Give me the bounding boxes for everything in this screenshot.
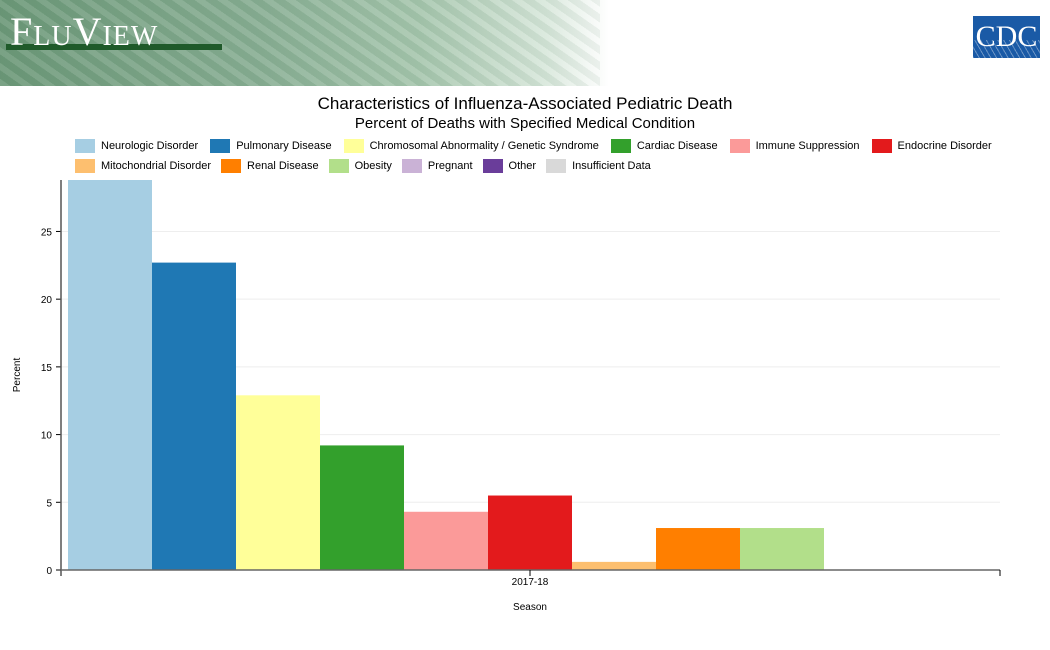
legend-row-2: Mitochondrial Disorder Renal Disease Obesi… [75, 159, 661, 173]
legend-label: Pulmonary Disease [236, 140, 332, 152]
banner-texture [0, 0, 600, 86]
legend-item[interactable]: Mitochondrial Disorder [75, 159, 211, 173]
chart-title: Characteristics of Influenza-Associated … [317, 94, 733, 113]
legend-label: Endocrine Disorder [897, 140, 992, 152]
legend-swatch [75, 159, 95, 173]
legend-item[interactable]: Pregnant [401, 159, 473, 173]
cdc-logo[interactable]: CDC [973, 16, 1040, 58]
legend-swatch [546, 159, 567, 173]
legend-swatch [328, 159, 349, 173]
legend-label: Renal Disease [247, 160, 319, 172]
legend-item[interactable]: Neurologic Disorder [75, 139, 198, 153]
fluview-logo[interactable]: FluView [10, 9, 159, 54]
y-tick-label: 15 [41, 363, 53, 374]
y-tick-label: 10 [41, 431, 53, 442]
legend-swatch [871, 139, 892, 153]
legend-swatch [401, 159, 422, 173]
legend-item[interactable]: Other [482, 159, 537, 173]
legend-label: Chromosomal Abnormality / Genetic Syndro… [369, 140, 599, 152]
legend-item[interactable]: Chromosomal Abnormality / Genetic Syndro… [343, 139, 599, 153]
x-tick-label: 2017-18 [512, 577, 549, 588]
legend-label: Neurologic Disorder [101, 140, 199, 152]
legend-swatch [221, 159, 242, 173]
bar-immune-suppression [404, 511, 488, 570]
legend-swatch [482, 159, 503, 173]
legend-item[interactable]: Insufficient Data [546, 159, 651, 173]
bar-pulmonary-disease [152, 262, 236, 570]
chart-subtitle: Percent of Deaths with Specified Medical… [354, 115, 696, 132]
banner: FluView CDC [0, 0, 1050, 86]
bar-obesity [740, 528, 824, 570]
legend-label: Pregnant [427, 160, 473, 172]
legend-label: Mitochondrial Disorder [101, 160, 212, 172]
legend-item[interactable]: Immune Suppression [729, 139, 860, 153]
legend-swatch [729, 139, 750, 153]
y-tick-label: 5 [46, 498, 52, 509]
legend-label: Insufficient Data [572, 160, 651, 172]
legend-item[interactable]: Renal Disease [221, 159, 319, 173]
legend-swatch [75, 139, 95, 153]
legend-item[interactable]: Endocrine Disorder [871, 139, 992, 153]
legend-label: Other [508, 160, 537, 172]
legend-item[interactable]: Pulmonary Disease [210, 139, 332, 153]
logo-underline [6, 44, 222, 50]
legend-item[interactable]: Cardiac Disease [610, 139, 718, 153]
legend-label: Obesity [354, 160, 392, 172]
y-tick-label: 25 [41, 227, 53, 238]
y-tick-label: 20 [41, 295, 53, 306]
legend-swatch [610, 139, 631, 153]
bar-cardiac-disease [320, 445, 404, 570]
bar-chromosomal-abnormality-genetic-syndrome [236, 395, 320, 570]
bar-mitochondrial-disorder [572, 561, 656, 570]
legend-item[interactable]: Obesity [328, 159, 392, 173]
legend-row-1: Neurologic Disorder Pulmonary Disease Chro… [75, 139, 1004, 153]
legend-label: Cardiac Disease [636, 140, 718, 152]
bar-neurologic-disorder [68, 180, 152, 570]
legend-label: Immune Suppression [755, 140, 860, 152]
bar-endocrine-disorder [488, 495, 572, 570]
legend-swatch [210, 139, 231, 153]
x-axis-label: Season [513, 602, 547, 613]
legend-swatch [343, 139, 364, 153]
bar-renal-disease [656, 528, 740, 570]
y-tick-label: 0 [46, 566, 52, 577]
y-axis-label: Percent [12, 358, 23, 393]
